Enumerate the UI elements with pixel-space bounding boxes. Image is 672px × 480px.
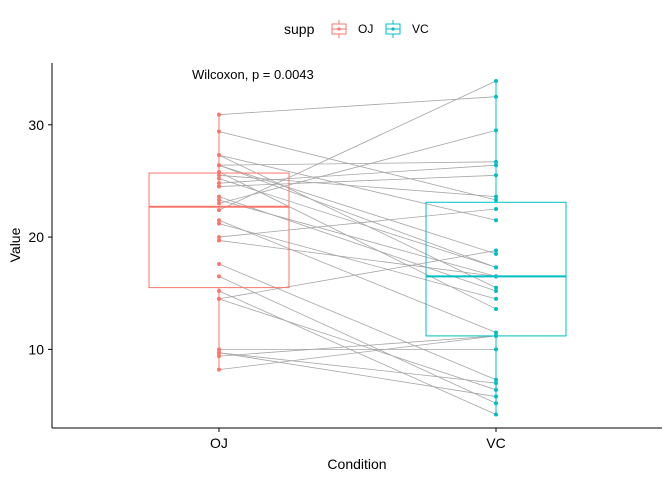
point-vc: [494, 274, 498, 279]
x-tick-label: VC: [486, 435, 505, 451]
point-vc: [494, 333, 498, 338]
point-vc: [494, 377, 498, 382]
paired-line: [218, 223, 497, 300]
point-vc: [494, 288, 498, 293]
point-oj: [217, 201, 221, 206]
point-vc: [494, 218, 498, 223]
legend-label-vc: VC: [412, 22, 429, 36]
x-ticks: OJ VC: [210, 428, 506, 451]
paired-line: [218, 199, 497, 277]
legend: supp OJ VC: [284, 20, 429, 38]
paired-line: [218, 164, 497, 184]
data-points: [217, 78, 498, 417]
paired-lines: [218, 80, 497, 415]
point-oj: [217, 235, 221, 240]
paired-line: [218, 154, 497, 288]
paired-line: [218, 298, 497, 391]
point-oj: [217, 198, 221, 203]
paired-line: [218, 263, 497, 381]
legend-label-oj: OJ: [358, 22, 373, 36]
point-vc: [494, 412, 498, 417]
y-axis-title: Value: [7, 227, 23, 262]
paired-line: [218, 335, 497, 357]
legend-title: supp: [284, 21, 315, 37]
point-oj: [217, 347, 221, 352]
paired-line: [218, 335, 497, 370]
x-axis-title: Condition: [327, 456, 386, 472]
paired-line: [218, 174, 497, 187]
legend-key-vc: [385, 20, 401, 38]
point-oj: [217, 350, 221, 355]
paired-line: [218, 174, 497, 198]
point-vc: [494, 401, 498, 406]
paired-line: [218, 276, 497, 404]
boxplots: [148, 80, 567, 415]
point-oj: [217, 262, 221, 267]
point-oj: [217, 218, 221, 223]
paired-line: [218, 154, 497, 221]
point-vc: [494, 330, 498, 335]
point-vc: [494, 347, 498, 352]
paired-line: [218, 250, 497, 300]
paired-line: [218, 164, 497, 268]
point-oj: [217, 194, 221, 199]
point-oj: [217, 274, 221, 279]
point-vc: [494, 94, 498, 99]
point-vc: [494, 285, 498, 290]
point-vc: [494, 387, 498, 392]
point-vc: [494, 265, 498, 270]
point-oj: [217, 169, 221, 174]
paired-line: [218, 196, 497, 292]
point-oj: [217, 163, 221, 168]
point-vc: [494, 251, 498, 256]
y-tick-label: 10: [28, 341, 44, 357]
paired-line: [218, 96, 497, 116]
paired-line: [218, 161, 497, 166]
point-vc: [494, 194, 498, 199]
paired-line: [218, 80, 497, 211]
point-vc: [494, 163, 498, 168]
legend-key-dot: [391, 27, 395, 31]
point-oj: [217, 288, 221, 293]
wilcoxon-annotation: Wilcoxon, p = 0.0043: [192, 67, 314, 82]
point-vc: [494, 394, 498, 399]
paired-line: [218, 219, 497, 333]
paired-line: [218, 352, 497, 397]
point-vc: [494, 128, 498, 133]
point-oj: [217, 221, 221, 226]
point-vc: [494, 306, 498, 311]
point-oj: [217, 176, 221, 181]
point-oj: [217, 208, 221, 213]
y-tick-label: 30: [28, 117, 44, 133]
point-vc: [494, 207, 498, 211]
point-oj: [217, 296, 221, 301]
point-oj: [217, 184, 221, 189]
paired-line: [218, 178, 497, 268]
point-oj: [217, 153, 221, 158]
paired-line: [218, 240, 497, 277]
point-vc: [494, 78, 498, 83]
point-vc: [494, 381, 498, 386]
point-oj: [217, 129, 221, 134]
point-oj: [217, 181, 221, 186]
legend-key-dot: [337, 27, 341, 31]
legend-key-oj: [331, 20, 347, 38]
paired-line: [218, 131, 497, 201]
point-oj: [217, 112, 221, 117]
paired-line: [218, 352, 497, 384]
paired-line: [218, 129, 497, 204]
point-oj: [217, 238, 221, 243]
point-vc: [494, 159, 498, 164]
point-vc: [494, 198, 498, 203]
point-oj: [217, 173, 221, 178]
y-ticks: 10 20 30: [28, 117, 52, 357]
x-tick-label: OJ: [210, 435, 228, 451]
point-vc: [494, 248, 498, 253]
point-oj: [217, 354, 221, 359]
point-vc: [494, 173, 498, 178]
point-vc: [494, 296, 498, 301]
y-tick-label: 20: [28, 229, 44, 245]
point-oj: [217, 367, 221, 372]
